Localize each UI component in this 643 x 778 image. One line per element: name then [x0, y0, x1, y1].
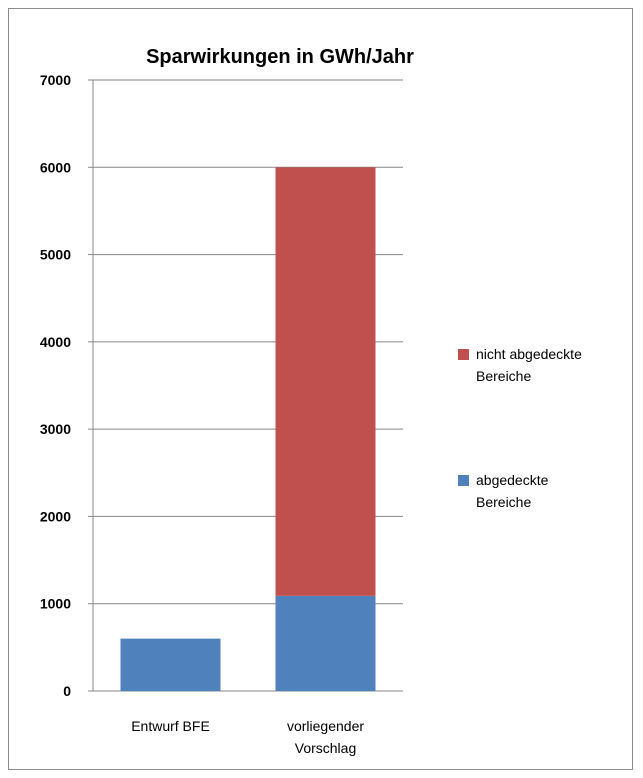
y-tick-label: 3000 [40, 421, 71, 437]
y-tick-label: 0 [63, 683, 71, 699]
legend-swatch [458, 475, 469, 486]
y-tick-label: 6000 [40, 159, 71, 175]
y-tick-label: 2000 [40, 508, 71, 524]
y-tick-label: 5000 [40, 247, 71, 263]
legend-label: Bereiche [476, 368, 531, 384]
legend-label: nicht abgedeckte [476, 346, 582, 362]
x-category-label: Vorschlag [295, 740, 356, 756]
y-axis-ticks: 0 1000 2000 3000 4000 5000 6000 7000 [40, 72, 71, 699]
bar-segment [275, 167, 376, 596]
chart-title: Sparwirkungen in GWh/Jahr [146, 46, 414, 68]
legend-label: Bereiche [476, 494, 531, 510]
x-category-label: Entwurf BFE [131, 718, 210, 734]
x-category-label: vorliegender [287, 718, 364, 734]
bar-segment [120, 638, 221, 691]
y-tick-label: 7000 [40, 72, 71, 88]
bar-segment [275, 595, 376, 691]
legend-label: abgedeckte [476, 472, 549, 488]
y-tick-label: 4000 [40, 334, 71, 350]
legend-swatch [458, 349, 469, 360]
bars [120, 167, 376, 691]
legend: nicht abgedeckte Bereiche abgedeckte Bereic… [458, 346, 582, 510]
x-axis-categories: Entwurf BFE vorliegender Vorschlag [131, 718, 364, 756]
y-tick-label: 1000 [40, 596, 71, 612]
